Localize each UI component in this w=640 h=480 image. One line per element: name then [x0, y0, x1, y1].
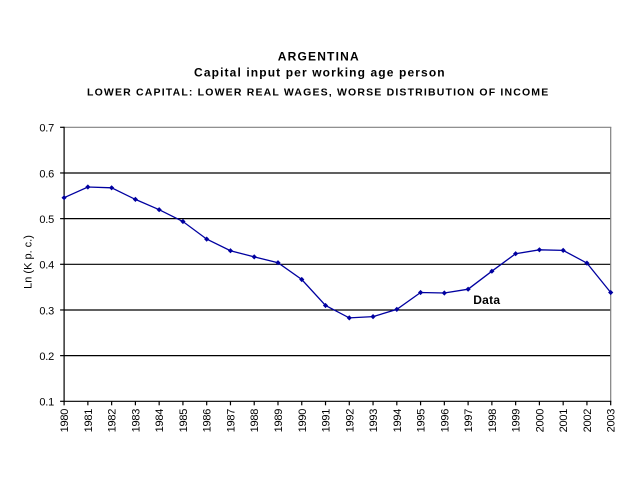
svg-text:1989: 1989 [273, 409, 285, 433]
svg-text:2003: 2003 [606, 409, 618, 433]
svg-text:1995: 1995 [416, 409, 428, 433]
svg-text:1998: 1998 [487, 409, 499, 433]
svg-text:LOWER CAPITAL: LOWER REAL WAGE: LOWER CAPITAL: LOWER REAL WAGES, WORSE D… [87, 86, 549, 98]
svg-text:Data: Data [473, 293, 500, 307]
svg-text:1980: 1980 [59, 409, 71, 433]
svg-text:1983: 1983 [130, 409, 142, 433]
svg-text:1992: 1992 [344, 409, 356, 433]
svg-text:1996: 1996 [439, 409, 451, 433]
svg-text:1991: 1991 [321, 409, 333, 433]
svg-text:2002: 2002 [582, 409, 594, 433]
svg-text:0.7: 0.7 [39, 123, 54, 135]
svg-text:0.1: 0.1 [39, 397, 54, 409]
svg-text:1986: 1986 [202, 409, 214, 433]
svg-text:0.5: 0.5 [39, 214, 54, 226]
svg-text:1999: 1999 [511, 409, 523, 433]
svg-text:1990: 1990 [297, 409, 309, 433]
svg-text:Ln (K p. c.): Ln (K p. c.) [23, 235, 35, 289]
svg-text:1993: 1993 [368, 409, 380, 433]
svg-text:1981: 1981 [83, 409, 95, 433]
svg-text:1997: 1997 [463, 409, 475, 433]
svg-text:0.3: 0.3 [39, 305, 54, 317]
svg-text:0.2: 0.2 [39, 351, 54, 363]
svg-text:1982: 1982 [107, 409, 119, 433]
svg-text:0.6: 0.6 [39, 168, 54, 180]
svg-text:1994: 1994 [392, 409, 404, 433]
svg-text:ARGENTINA: ARGENTINA [278, 50, 360, 64]
svg-text:1985: 1985 [178, 409, 190, 433]
svg-text:Capital input per working age: Capital input per working age person [194, 66, 446, 80]
svg-text:0.4: 0.4 [39, 260, 54, 272]
svg-text:1984: 1984 [154, 409, 166, 433]
svg-text:1987: 1987 [225, 409, 237, 433]
svg-text:2000: 2000 [534, 409, 546, 433]
svg-text:1988: 1988 [249, 409, 261, 433]
svg-text:2001: 2001 [558, 409, 570, 433]
